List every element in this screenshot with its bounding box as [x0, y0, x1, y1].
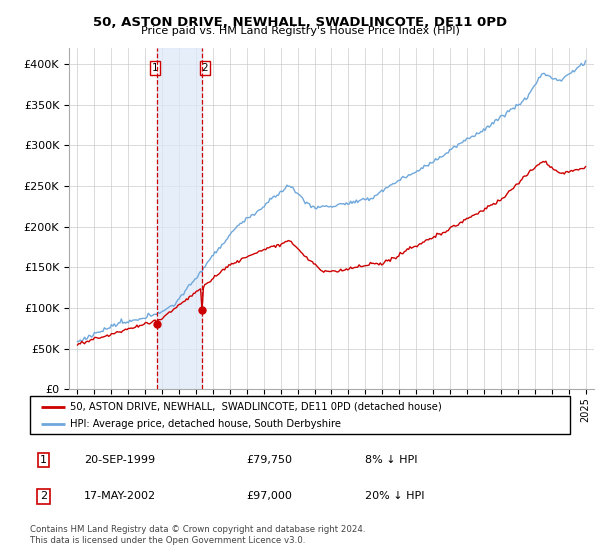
Text: £97,000: £97,000 — [246, 491, 292, 501]
Text: 1: 1 — [152, 63, 158, 73]
Text: 20-SEP-1999: 20-SEP-1999 — [84, 455, 155, 465]
Text: HPI: Average price, detached house, South Derbyshire: HPI: Average price, detached house, Sout… — [71, 419, 341, 430]
Text: 50, ASTON DRIVE, NEWHALL, SWADLINCOTE, DE11 0PD: 50, ASTON DRIVE, NEWHALL, SWADLINCOTE, D… — [93, 16, 507, 29]
Text: £79,750: £79,750 — [246, 455, 292, 465]
Text: 50, ASTON DRIVE, NEWHALL,  SWADLINCOTE, DE11 0PD (detached house): 50, ASTON DRIVE, NEWHALL, SWADLINCOTE, D… — [71, 402, 442, 412]
Text: 20% ↓ HPI: 20% ↓ HPI — [365, 491, 424, 501]
Text: 17-MAY-2002: 17-MAY-2002 — [84, 491, 156, 501]
Text: 8% ↓ HPI: 8% ↓ HPI — [365, 455, 418, 465]
Bar — [157, 48, 202, 389]
Text: 2: 2 — [202, 63, 208, 73]
Text: 2: 2 — [40, 491, 47, 501]
Text: 1: 1 — [40, 455, 47, 465]
Text: Contains HM Land Registry data © Crown copyright and database right 2024.
This d: Contains HM Land Registry data © Crown c… — [30, 525, 365, 545]
Text: Price paid vs. HM Land Registry's House Price Index (HPI): Price paid vs. HM Land Registry's House … — [140, 26, 460, 36]
